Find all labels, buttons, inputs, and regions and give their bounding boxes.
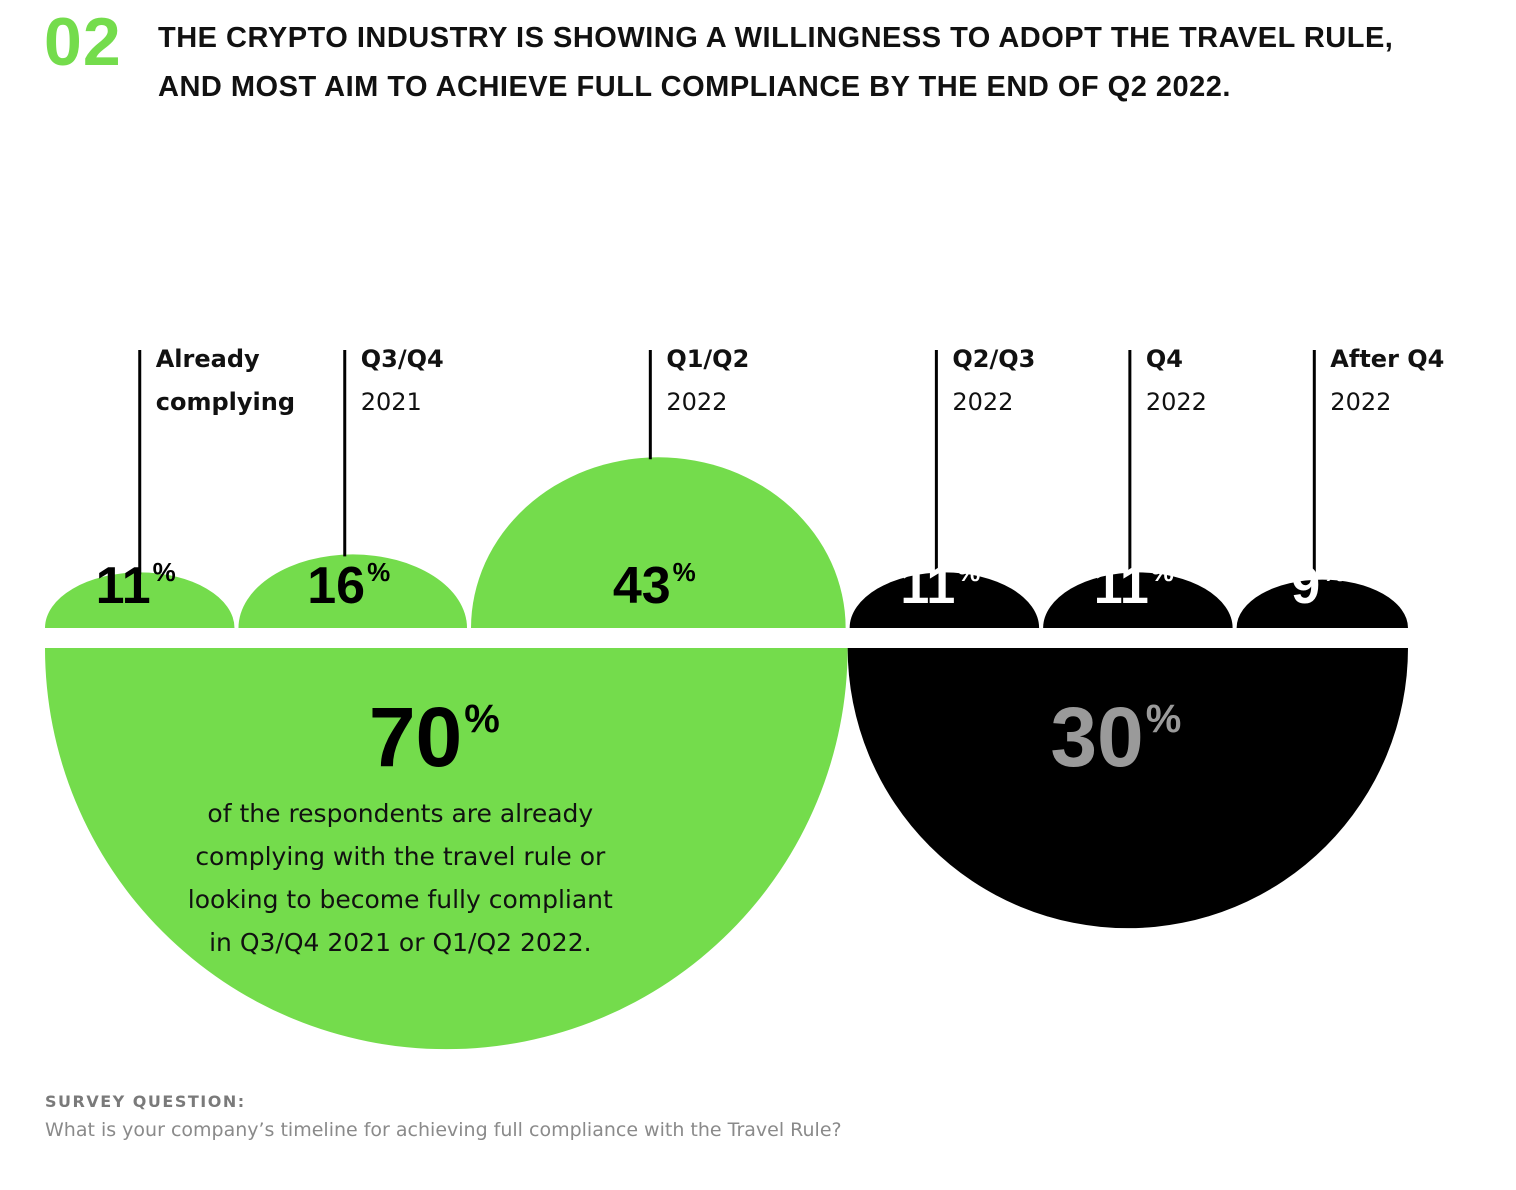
category-semicircle (849, 572, 1040, 628)
category-sublabel: 2022 (1330, 388, 1391, 416)
category-semicircles: Alreadycomplying11%Q3/Q4202116%Q1/Q22022… (45, 345, 1444, 628)
total-caption-line: looking to become fully compliant (188, 885, 613, 914)
category-semicircle (471, 457, 846, 628)
category-label: Q4 (1146, 345, 1183, 373)
category-label: Q2/Q3 (952, 345, 1035, 373)
total-semicircle (45, 648, 848, 1050)
category-semicircle (1043, 572, 1233, 628)
category-sublabel: 2022 (666, 388, 727, 416)
category-semicircle (1236, 579, 1408, 628)
category-semicircle (45, 572, 235, 628)
section-number: 02 (44, 4, 122, 80)
category-sublabel: 2022 (1146, 388, 1207, 416)
total-caption-line: in Q3/Q4 2021 or Q1/Q2 2022. (209, 928, 591, 957)
survey-question-label: SURVEY QUESTION: (45, 1092, 246, 1111)
headline: THE CRYPTO INDUSTRY IS SHOWING A WILLING… (158, 22, 1394, 103)
category-sublabel: complying (156, 388, 295, 416)
category-sublabel: 2022 (952, 388, 1013, 416)
category-label: Q3/Q4 (361, 345, 444, 373)
category-semicircle (238, 554, 468, 628)
category-label: Already (156, 345, 260, 373)
category-value: 43% (613, 557, 696, 615)
total-caption-line: complying with the travel rule or (195, 842, 606, 871)
total-caption-line: of the respondents are already (207, 799, 593, 828)
category-sublabel: 2021 (361, 388, 422, 416)
survey-question-text: What is your company’s timeline for achi… (45, 1119, 842, 1141)
total-semicircle (847, 648, 1408, 929)
category-label: After Q4 (1330, 345, 1444, 373)
total-semicircles: 70%of the respondents are alreadycomplyi… (45, 648, 1408, 1050)
survey-footer: SURVEY QUESTION: What is your company’s … (45, 1092, 842, 1141)
category-label: Q1/Q2 (666, 345, 749, 373)
